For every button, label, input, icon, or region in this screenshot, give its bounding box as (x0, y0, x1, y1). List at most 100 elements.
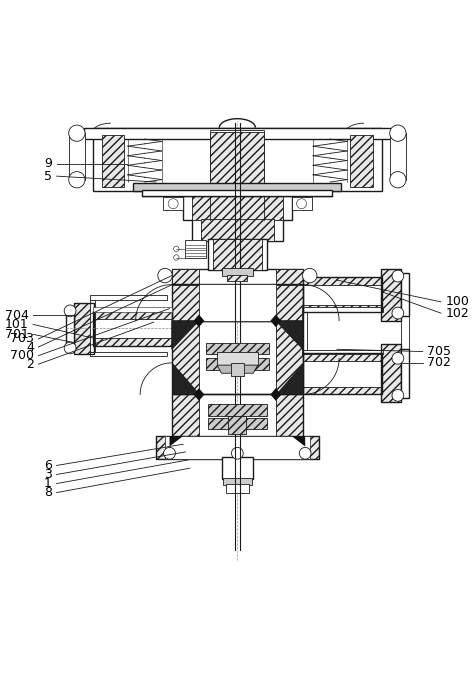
Bar (183, 191, 292, 221)
Bar (156, 436, 319, 459)
Text: 9: 9 (44, 158, 52, 171)
Bar (172, 284, 199, 321)
Bar (228, 275, 247, 282)
Bar (210, 132, 264, 186)
Bar (221, 458, 253, 479)
Bar (223, 477, 252, 485)
Bar (276, 269, 303, 285)
Circle shape (64, 305, 76, 316)
Bar (102, 134, 124, 186)
Bar (226, 484, 249, 493)
Bar (142, 190, 332, 197)
Bar (302, 308, 383, 312)
Text: 701: 701 (5, 328, 28, 341)
Bar (230, 363, 244, 377)
Circle shape (299, 447, 311, 459)
Text: 101: 101 (5, 318, 28, 331)
Text: 6: 6 (44, 459, 52, 472)
Circle shape (158, 269, 172, 283)
Bar (192, 219, 283, 240)
Bar (69, 133, 85, 179)
Bar (91, 299, 95, 351)
Text: 5: 5 (44, 170, 52, 183)
Bar (212, 240, 262, 270)
Circle shape (392, 308, 404, 319)
Circle shape (69, 125, 85, 141)
Bar (172, 394, 303, 438)
Bar (93, 308, 172, 312)
Bar (401, 273, 409, 316)
Bar (276, 284, 303, 321)
Text: 3: 3 (44, 468, 52, 481)
Bar (381, 269, 401, 321)
Circle shape (392, 270, 404, 282)
Bar (65, 307, 73, 351)
Bar (303, 305, 382, 312)
Bar (303, 277, 382, 285)
Polygon shape (172, 321, 199, 349)
Bar (201, 219, 273, 240)
Polygon shape (193, 314, 204, 327)
Bar (292, 197, 311, 210)
Polygon shape (270, 388, 281, 401)
Circle shape (390, 125, 406, 141)
Text: 700: 700 (10, 349, 34, 362)
Bar (381, 345, 401, 402)
Bar (208, 418, 267, 429)
Bar (276, 321, 303, 395)
Bar (303, 277, 382, 312)
Circle shape (392, 390, 404, 401)
Polygon shape (270, 314, 281, 327)
Bar (276, 394, 303, 438)
Bar (172, 321, 199, 395)
Bar (206, 342, 269, 354)
Bar (172, 394, 199, 438)
Text: 8: 8 (44, 486, 52, 499)
Text: 705: 705 (427, 345, 451, 358)
Bar (303, 387, 382, 395)
Text: 2: 2 (26, 358, 34, 371)
Bar (156, 436, 319, 459)
Bar (208, 404, 267, 416)
Circle shape (390, 172, 406, 188)
Bar (93, 338, 172, 346)
Circle shape (69, 172, 85, 188)
Polygon shape (170, 436, 183, 447)
Circle shape (392, 353, 404, 364)
Circle shape (297, 199, 307, 209)
Polygon shape (193, 388, 204, 401)
Bar (199, 284, 276, 321)
Bar (302, 311, 307, 354)
Circle shape (168, 199, 178, 209)
Bar (381, 269, 401, 321)
Text: 102: 102 (446, 307, 469, 320)
Bar (302, 350, 383, 354)
Text: 4: 4 (26, 340, 34, 353)
Bar (93, 127, 382, 191)
Polygon shape (276, 321, 303, 349)
Bar (93, 311, 172, 346)
Bar (172, 269, 199, 285)
Text: 1: 1 (44, 477, 52, 490)
Text: 100: 100 (446, 295, 469, 308)
Circle shape (173, 246, 179, 251)
Bar (172, 284, 303, 321)
Bar (350, 134, 373, 186)
Bar (381, 345, 401, 402)
Polygon shape (217, 365, 258, 373)
Polygon shape (292, 436, 305, 447)
Bar (172, 321, 303, 395)
Polygon shape (172, 363, 199, 395)
Bar (303, 353, 382, 360)
Bar (185, 240, 206, 258)
Circle shape (173, 255, 179, 260)
Text: 704: 704 (5, 309, 28, 322)
Bar (401, 349, 409, 398)
Bar (210, 130, 264, 189)
Bar (390, 133, 406, 179)
Bar (217, 353, 258, 365)
Circle shape (164, 447, 175, 459)
Bar (228, 416, 246, 434)
Bar (91, 351, 167, 356)
Bar (83, 127, 391, 139)
